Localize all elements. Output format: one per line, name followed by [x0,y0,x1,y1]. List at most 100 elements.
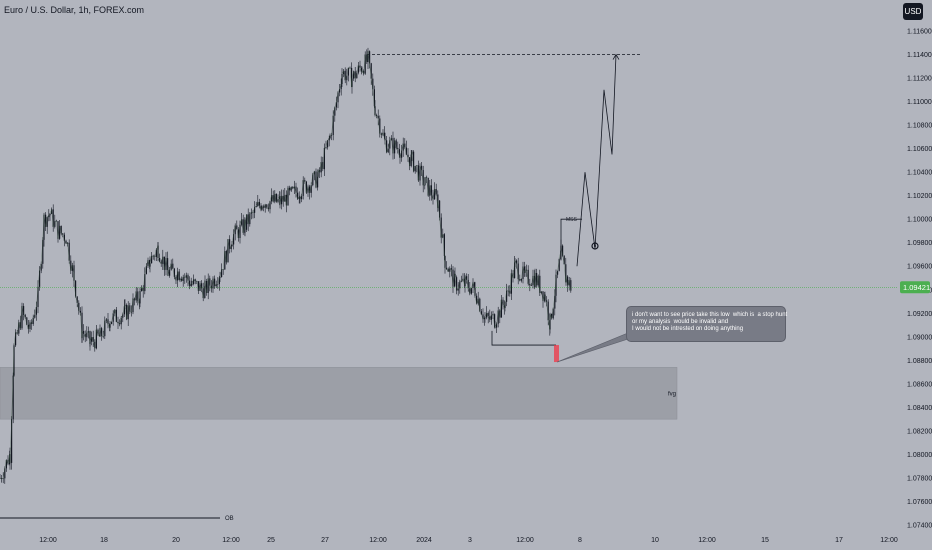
candle [194,279,196,282]
candle [467,279,469,289]
candle [369,51,371,64]
candle [126,304,128,320]
candle [2,478,4,480]
stop-hunt-note[interactable]: i don't want to see price take this low … [626,306,787,342]
candle [536,272,538,286]
candle [329,135,331,139]
candle [502,299,504,306]
projection-arrowhead [612,53,620,60]
x-tick-label: 12:00 [39,537,57,544]
candle [101,328,103,337]
candle [120,317,122,325]
candle [207,278,209,293]
fvg-zone[interactable] [0,367,678,420]
candle [94,341,96,349]
target-icon[interactable] [591,242,599,250]
x-tick-label: 8 [578,537,582,544]
candle [421,165,423,171]
candle [167,258,169,270]
candle [377,115,379,119]
candle [40,263,42,271]
candle [272,195,274,202]
candle [78,302,80,311]
stop-low-bracket[interactable] [491,330,556,346]
y-tick-label: 1.07400 [907,523,932,530]
y-tick-label: 1.10000 [907,217,932,224]
candle [23,306,25,315]
y-tick-label: 1.09800 [907,240,932,247]
candle [397,147,399,150]
candle [482,314,484,320]
candle [539,275,541,293]
y-axis[interactable]: 1.11600 1.11400 1.11200 1.11000 1.10800 1.106… [907,29,932,530]
candle [434,189,436,200]
candle [95,329,97,349]
candle [444,255,446,268]
candle [281,195,283,205]
candle [417,165,419,181]
stop-hunt-marker[interactable] [554,345,559,363]
candle [59,225,61,239]
x-tick-label: 12:00 [880,537,898,544]
currency-badge[interactable]: USD [903,3,923,20]
fvg-label: fvg [668,391,676,397]
candle [529,283,531,286]
x-tick-label: 10 [651,537,659,544]
candle [546,300,548,302]
candle [479,298,481,312]
candle [474,282,476,288]
candle [231,244,233,247]
candle [414,165,416,172]
candle [558,259,560,271]
candle [229,239,231,250]
y-tick-label: 1.10400 [907,170,932,177]
candle [141,287,143,292]
candle [432,195,434,200]
candle [301,195,303,200]
candle [366,54,368,63]
candle [261,206,263,210]
candle [520,279,522,281]
candle [91,337,93,342]
candle [169,269,171,276]
candle [289,187,291,191]
candle [11,419,13,463]
candle [62,233,64,235]
mss-line[interactable] [560,218,582,261]
candle [190,283,192,287]
candle [555,274,557,296]
candle [527,269,529,284]
candle [331,135,333,136]
candle [1,478,3,480]
candle [230,246,232,250]
y-tick-label: 1.08000 [907,452,932,459]
candle [60,225,62,234]
candle [325,147,327,148]
candle [151,255,153,264]
candle [122,314,124,318]
candle [384,132,386,139]
candle [516,260,518,264]
candle [354,71,356,79]
candle [197,281,199,291]
x-axis[interactable]: 12:00 18 12:00 20 25 27 12:00 2024 3 12:00 8 10 12:0… [39,537,898,544]
candle [449,268,451,272]
candle [27,324,29,330]
candle [409,157,411,167]
x-tick-label: 2024 [416,537,432,544]
candle [70,260,72,271]
candle [506,290,508,302]
candle [68,242,70,261]
candle [522,266,524,280]
candle [97,329,99,335]
candle [49,213,51,216]
candle [199,283,201,291]
projection-path[interactable] [576,54,617,267]
candle [165,258,167,270]
candle [181,278,183,281]
candle [469,288,471,294]
candle [172,263,174,269]
candle [532,275,534,286]
symbol-title[interactable]: Euro / U.S. Dollar, 1h, FOREX.com [4,5,145,15]
